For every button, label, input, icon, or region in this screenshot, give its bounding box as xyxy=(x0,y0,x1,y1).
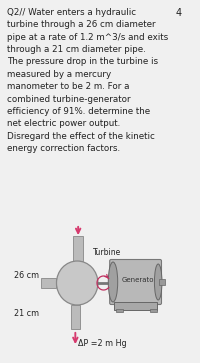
Ellipse shape xyxy=(108,262,118,302)
Bar xyxy=(73,236,83,261)
Text: Turbine: Turbine xyxy=(93,248,121,257)
Text: Q2// Water enters a hydraulic
turbine through a 26 cm diameter
pipe at a rate of: Q2// Water enters a hydraulic turbine th… xyxy=(7,8,168,153)
Text: Generator: Generator xyxy=(122,277,157,283)
Bar xyxy=(114,302,157,310)
Bar xyxy=(150,309,157,312)
Circle shape xyxy=(56,261,98,305)
Ellipse shape xyxy=(154,264,162,300)
Text: 4: 4 xyxy=(176,8,182,18)
Bar xyxy=(41,278,56,288)
Bar xyxy=(159,279,165,285)
Text: 26 cm: 26 cm xyxy=(14,270,40,280)
FancyBboxPatch shape xyxy=(110,260,161,305)
Text: 21 cm: 21 cm xyxy=(14,309,40,318)
Bar xyxy=(71,305,80,329)
Bar xyxy=(116,309,123,312)
Text: ΔP =2 m Hg: ΔP =2 m Hg xyxy=(78,339,127,348)
